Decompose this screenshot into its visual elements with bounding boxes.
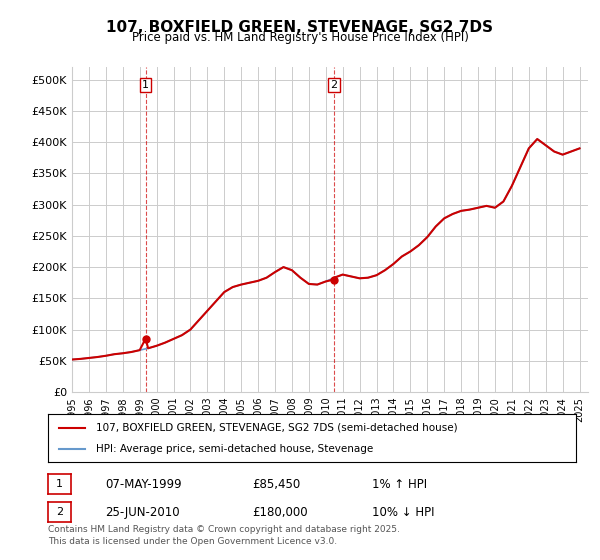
Text: 107, BOXFIELD GREEN, STEVENAGE, SG2 7DS (semi-detached house): 107, BOXFIELD GREEN, STEVENAGE, SG2 7DS … (95, 423, 457, 433)
Text: £180,000: £180,000 (252, 506, 308, 519)
Text: 1: 1 (56, 479, 63, 489)
Text: 07-MAY-1999: 07-MAY-1999 (105, 478, 182, 491)
Text: Contains HM Land Registry data © Crown copyright and database right 2025.
This d: Contains HM Land Registry data © Crown c… (48, 525, 400, 546)
Text: 2: 2 (56, 507, 63, 517)
Text: HPI: Average price, semi-detached house, Stevenage: HPI: Average price, semi-detached house,… (95, 444, 373, 454)
Text: 25-JUN-2010: 25-JUN-2010 (105, 506, 179, 519)
Text: £85,450: £85,450 (252, 478, 300, 491)
Text: Price paid vs. HM Land Registry's House Price Index (HPI): Price paid vs. HM Land Registry's House … (131, 31, 469, 44)
Text: 1: 1 (142, 80, 149, 90)
Text: 1% ↑ HPI: 1% ↑ HPI (372, 478, 427, 491)
Text: 10% ↓ HPI: 10% ↓ HPI (372, 506, 434, 519)
Text: 2: 2 (331, 80, 337, 90)
Text: 107, BOXFIELD GREEN, STEVENAGE, SG2 7DS: 107, BOXFIELD GREEN, STEVENAGE, SG2 7DS (107, 20, 493, 35)
